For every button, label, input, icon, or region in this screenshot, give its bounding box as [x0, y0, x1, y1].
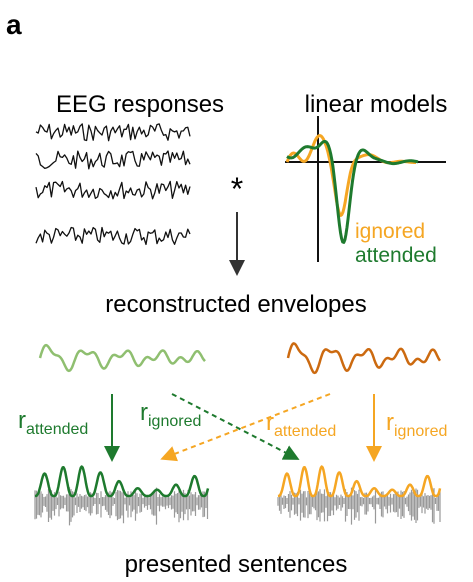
trace — [34, 465, 210, 498]
middle-label: reconstructed envelopes — [105, 291, 367, 318]
trace — [277, 465, 442, 498]
eeg-traces — [35, 123, 191, 246]
legend-ignored: ignored — [355, 220, 425, 243]
legend-attended: attended — [355, 244, 437, 267]
eeg-title: EEG responses — [56, 91, 224, 118]
kernels — [285, 134, 419, 244]
trace — [277, 487, 441, 525]
bottom-label: presented sentences — [125, 551, 348, 578]
operator: * — [231, 171, 243, 207]
arrows — [104, 393, 382, 462]
panel-label: a — [6, 9, 22, 40]
envelopes — [38, 342, 442, 375]
trace — [38, 343, 206, 373]
r-label: rignored — [140, 399, 201, 430]
trace — [286, 342, 442, 375]
trace — [35, 226, 191, 246]
trace — [35, 180, 191, 200]
trace — [34, 487, 209, 526]
sentences — [34, 465, 442, 526]
trace — [35, 123, 191, 142]
models-title: linear models — [305, 91, 448, 118]
model-axes — [285, 116, 446, 262]
r-label: rignored — [386, 409, 447, 440]
trace — [286, 140, 419, 244]
r-label: rattended — [18, 407, 88, 438]
trace — [35, 150, 191, 170]
r-label: rattended — [266, 409, 336, 440]
